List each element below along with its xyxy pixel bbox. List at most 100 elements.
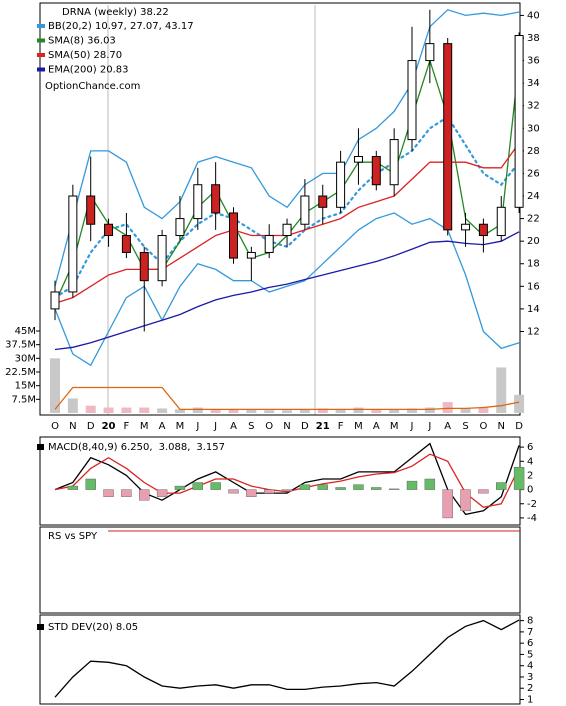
candle-body bbox=[282, 223, 292, 237]
band-line bbox=[54, 212, 520, 367]
x-tick-label: D bbox=[87, 421, 95, 432]
volume-bar bbox=[407, 408, 417, 413]
volume-bar bbox=[496, 367, 507, 413]
y-tick-label: 28 bbox=[527, 146, 540, 157]
panel-title: STD DEV(20) 8.05 bbox=[48, 622, 138, 633]
candle-body bbox=[353, 156, 363, 163]
y-tick-label: 30 bbox=[527, 123, 540, 134]
histogram-bar bbox=[281, 489, 293, 492]
candle-body bbox=[246, 251, 256, 259]
x-tick-label: J bbox=[427, 421, 431, 432]
x-tick-label: D bbox=[301, 421, 309, 432]
y-tick-label: 20 bbox=[527, 236, 540, 247]
x-tick-label: O bbox=[479, 421, 487, 432]
legend-label: EMA(200) 20.83 bbox=[48, 65, 128, 76]
legend-label: BB(20,2) 10.97, 27.07, 43.17 bbox=[48, 21, 194, 32]
x-tick-label: A bbox=[373, 421, 380, 432]
std-frame bbox=[39, 614, 521, 705]
macd-line bbox=[54, 453, 520, 508]
volume-bar bbox=[103, 407, 114, 413]
std-line bbox=[54, 619, 520, 698]
candle-body bbox=[443, 43, 453, 231]
candle-body bbox=[264, 235, 274, 253]
price-frame bbox=[39, 2, 521, 416]
volume-bar bbox=[85, 405, 96, 413]
x-tick-label: A bbox=[230, 421, 237, 432]
x-tick-label: O bbox=[51, 421, 59, 432]
x-tick-label: N bbox=[69, 421, 76, 432]
legend-swatch bbox=[37, 38, 45, 43]
histogram-bar bbox=[246, 489, 257, 497]
x-tick-label: M bbox=[354, 421, 363, 432]
y-tick-label: -4 bbox=[527, 513, 537, 524]
volume-bar bbox=[460, 408, 471, 413]
candle-body bbox=[68, 195, 78, 293]
rs-frame bbox=[39, 526, 521, 614]
x-tick-label: J bbox=[410, 421, 414, 432]
x-tick-label: S bbox=[462, 421, 468, 432]
y-tick-label: 24 bbox=[527, 191, 540, 202]
volume-bar bbox=[282, 410, 293, 413]
candle-body bbox=[389, 139, 399, 186]
histogram-bar bbox=[192, 482, 204, 490]
y-tick-label: 45M bbox=[15, 326, 36, 337]
volume-bar bbox=[139, 407, 150, 413]
candle-body bbox=[318, 195, 328, 208]
y-tick-label: 18 bbox=[527, 259, 540, 270]
histogram-bar bbox=[335, 487, 346, 490]
y-tick-label: 34 bbox=[527, 78, 540, 89]
legend-label: SMA(8) 36.03 bbox=[48, 36, 116, 47]
y-tick-label: 0 bbox=[527, 485, 533, 496]
x-tick-label: F bbox=[124, 421, 130, 432]
candle-body bbox=[496, 206, 506, 237]
volume-bar bbox=[442, 402, 453, 413]
y-tick-label: 36 bbox=[527, 56, 540, 67]
histogram-bar bbox=[513, 467, 525, 490]
candle-body bbox=[229, 212, 238, 259]
x-tick-label: A bbox=[444, 421, 451, 432]
volume-bar bbox=[264, 410, 275, 413]
volume-bar bbox=[514, 394, 525, 413]
candle-body bbox=[175, 218, 185, 237]
candle-body bbox=[300, 195, 310, 225]
volume-bar bbox=[424, 407, 435, 413]
volume-bar bbox=[299, 409, 310, 413]
histogram-bar bbox=[460, 489, 471, 512]
y-tick-label: 38 bbox=[527, 33, 540, 44]
volume-bar bbox=[50, 358, 60, 413]
candle-body bbox=[139, 251, 149, 282]
legend-label: 3.157 bbox=[196, 442, 225, 453]
volume-bar bbox=[121, 407, 132, 413]
candle-body bbox=[50, 291, 60, 310]
x-tick-label: 20 bbox=[102, 421, 116, 432]
volume-average bbox=[54, 386, 520, 411]
histogram-bar bbox=[174, 485, 186, 490]
y-tick-label: -2 bbox=[527, 499, 537, 510]
y-tick-label: 22.5M bbox=[5, 367, 36, 378]
x-tick-label: M bbox=[390, 421, 399, 432]
y-tick-label: 14 bbox=[527, 304, 540, 315]
histogram-bar bbox=[264, 489, 275, 494]
x-tick-label: 21 bbox=[316, 421, 330, 432]
histogram-bar bbox=[406, 480, 418, 490]
band-line bbox=[54, 9, 520, 287]
y-tick-label: 40 bbox=[527, 10, 540, 21]
histogram-bar bbox=[210, 482, 221, 490]
panel-title: RS vs SPY bbox=[48, 531, 98, 542]
histogram-bar bbox=[67, 485, 79, 490]
histogram-bar bbox=[424, 478, 436, 490]
candle-body bbox=[104, 223, 114, 237]
indicator-line bbox=[54, 231, 520, 351]
y-tick-label: 5 bbox=[527, 649, 533, 660]
volume-bar bbox=[371, 409, 382, 413]
candle-body bbox=[86, 195, 96, 225]
y-tick-label: 6 bbox=[527, 638, 533, 649]
y-tick-label: 26 bbox=[527, 168, 540, 179]
y-tick-label: 22 bbox=[527, 214, 540, 225]
y-tick-label: 12 bbox=[527, 326, 540, 337]
candle-body bbox=[425, 43, 435, 62]
watermark: OptionChance.com bbox=[45, 81, 140, 92]
histogram-bar bbox=[317, 484, 328, 490]
